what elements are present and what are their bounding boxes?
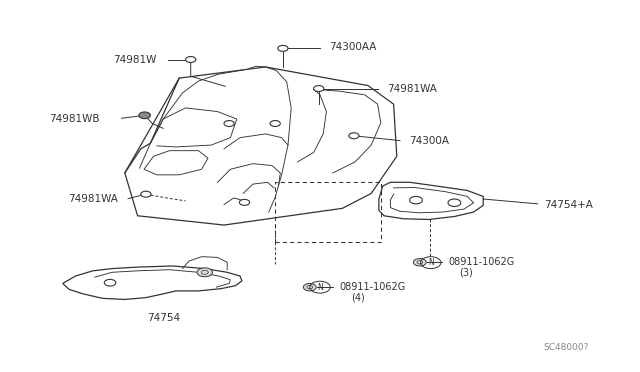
- Text: 74981WA: 74981WA: [387, 84, 437, 94]
- Text: 74754+A: 74754+A: [544, 200, 593, 209]
- Circle shape: [104, 279, 116, 286]
- Text: 08911-1062G: 08911-1062G: [339, 282, 406, 292]
- Text: 08911-1062G: 08911-1062G: [448, 257, 515, 267]
- Text: 74981WA: 74981WA: [68, 194, 118, 204]
- Circle shape: [349, 133, 359, 139]
- Text: 74981WB: 74981WB: [49, 114, 99, 124]
- Text: 74300A: 74300A: [410, 137, 450, 146]
- Circle shape: [410, 196, 422, 204]
- Circle shape: [314, 86, 324, 92]
- Text: 74754: 74754: [147, 313, 180, 323]
- Circle shape: [303, 283, 316, 291]
- Circle shape: [186, 57, 196, 62]
- Circle shape: [239, 199, 250, 205]
- Circle shape: [224, 121, 234, 126]
- Circle shape: [278, 45, 288, 51]
- Text: 74981W: 74981W: [113, 55, 157, 65]
- Circle shape: [197, 268, 212, 277]
- Circle shape: [139, 112, 150, 119]
- Text: (4): (4): [351, 293, 364, 302]
- Text: 74300AA: 74300AA: [330, 42, 377, 51]
- Text: N: N: [428, 258, 433, 267]
- Circle shape: [270, 121, 280, 126]
- Text: N: N: [317, 283, 323, 292]
- Circle shape: [141, 191, 151, 197]
- Circle shape: [448, 199, 461, 206]
- Circle shape: [413, 259, 426, 266]
- Text: SC48000?: SC48000?: [543, 343, 589, 352]
- Text: (3): (3): [460, 267, 473, 277]
